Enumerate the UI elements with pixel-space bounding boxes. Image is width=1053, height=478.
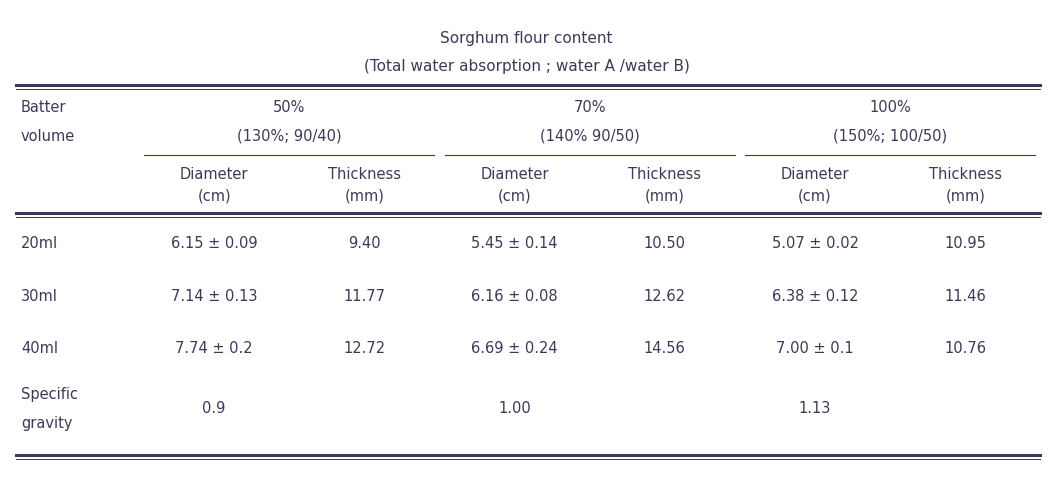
Text: (mm): (mm) <box>946 188 986 204</box>
Text: Diameter: Diameter <box>780 167 850 182</box>
Text: 14.56: 14.56 <box>644 341 686 357</box>
Text: 11.77: 11.77 <box>343 289 385 304</box>
Text: (mm): (mm) <box>644 188 684 204</box>
Text: 6.16 ± 0.08: 6.16 ± 0.08 <box>472 289 558 304</box>
Text: 30ml: 30ml <box>21 289 58 304</box>
Text: volume: volume <box>21 129 76 144</box>
Text: 6.38 ± 0.12: 6.38 ± 0.12 <box>772 289 858 304</box>
Text: Diameter: Diameter <box>480 167 549 182</box>
Text: (150%; 100/50): (150%; 100/50) <box>833 129 948 144</box>
Text: Thickness: Thickness <box>629 167 701 182</box>
Text: 7.14 ± 0.13: 7.14 ± 0.13 <box>171 289 257 304</box>
Text: 0.9: 0.9 <box>202 401 225 416</box>
Text: 20ml: 20ml <box>21 236 58 251</box>
Text: 7.74 ± 0.2: 7.74 ± 0.2 <box>175 341 253 357</box>
Text: 10.50: 10.50 <box>643 236 686 251</box>
Text: 7.00 ± 0.1: 7.00 ± 0.1 <box>776 341 854 357</box>
Text: 6.69 ± 0.24: 6.69 ± 0.24 <box>472 341 558 357</box>
Text: 100%: 100% <box>870 99 911 115</box>
Text: 50%: 50% <box>273 99 305 115</box>
Text: (Total water absorption ; water A /water B): (Total water absorption ; water A /water… <box>363 59 690 75</box>
Text: 1.00: 1.00 <box>498 401 531 416</box>
Text: 70%: 70% <box>574 99 605 115</box>
Text: Thickness: Thickness <box>327 167 401 182</box>
Text: (140% 90/50): (140% 90/50) <box>540 129 639 144</box>
Text: 5.45 ± 0.14: 5.45 ± 0.14 <box>472 236 558 251</box>
Text: (mm): (mm) <box>344 188 384 204</box>
Text: Batter: Batter <box>21 99 66 115</box>
Text: 40ml: 40ml <box>21 341 58 357</box>
Text: 9.40: 9.40 <box>349 236 380 251</box>
Text: (cm): (cm) <box>798 188 832 204</box>
Text: 6.15 ± 0.09: 6.15 ± 0.09 <box>171 236 257 251</box>
Text: Thickness: Thickness <box>929 167 1001 182</box>
Text: Sorghum flour content: Sorghum flour content <box>440 31 613 46</box>
Text: Diameter: Diameter <box>180 167 249 182</box>
Text: (130%; 90/40): (130%; 90/40) <box>237 129 341 144</box>
Text: 11.46: 11.46 <box>945 289 986 304</box>
Text: (cm): (cm) <box>197 188 231 204</box>
Text: Specific: Specific <box>21 387 78 402</box>
Text: 12.62: 12.62 <box>643 289 686 304</box>
Text: (cm): (cm) <box>498 188 532 204</box>
Text: gravity: gravity <box>21 415 73 431</box>
Text: 5.07 ± 0.02: 5.07 ± 0.02 <box>772 236 858 251</box>
Text: 12.72: 12.72 <box>343 341 385 357</box>
Text: 10.76: 10.76 <box>945 341 987 357</box>
Text: 1.13: 1.13 <box>799 401 831 416</box>
Text: 10.95: 10.95 <box>945 236 987 251</box>
